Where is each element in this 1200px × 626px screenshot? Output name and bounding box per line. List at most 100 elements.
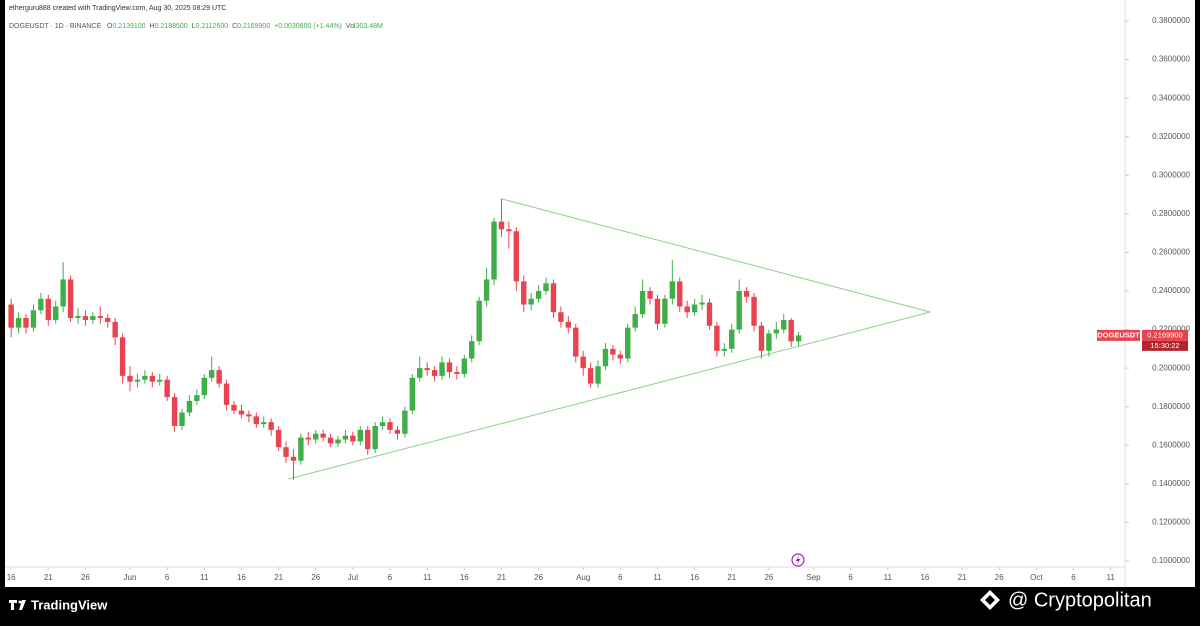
candle-body [543,283,549,292]
x-tick-label: 21 [497,573,506,582]
candle-body [431,370,438,376]
candle-body [67,279,74,319]
icon-bolt [795,556,801,564]
trendline [502,198,931,313]
candle-body [30,310,37,328]
ohlc-value: 0.2169900 [237,23,270,30]
tag-price-box [1142,329,1188,341]
candle-body [424,368,430,371]
candle-body [15,318,22,328]
candle-body [75,316,81,319]
candle-body [498,221,505,230]
symbol: DOGEUSDT · 1D · BINANCE [9,23,101,30]
candle-body [795,335,802,342]
x-tick-label: 21 [727,573,736,582]
candle-body [580,356,586,369]
candle-body [90,316,96,320]
candle-body [558,312,564,322]
x-tick-label: 11 [884,573,893,582]
candle-body [535,291,542,299]
candle-body [357,429,364,442]
candle-body [164,379,170,398]
candle-body [736,291,742,330]
candle-body [261,422,267,425]
x-tick-label: 11 [200,573,209,582]
candle-body [186,400,193,413]
candle-body [513,231,520,282]
logo-mark [19,600,26,610]
x-tick-label: Oct [1030,573,1043,582]
candle-body [684,306,690,313]
candle-body [387,422,393,430]
candle-body [105,318,111,322]
candle-body [283,447,289,457]
candle-body [550,283,557,313]
candle-body [97,316,103,319]
candle-body [201,377,207,396]
candle-body [268,422,274,430]
y-tick-label: 0.2400000 [1152,286,1190,295]
y-tick-label: 0.3400000 [1152,93,1190,102]
x-tick-label: 16 [460,573,469,582]
x-tick-label: 26 [534,573,543,582]
ohlc-value: 0.2139100 [112,23,145,30]
x-tick-label: 11 [423,573,432,582]
tag-countdown: 15:30:22 [1150,341,1179,350]
volume: 303.48M [356,23,383,30]
candle-body [521,281,527,305]
logo-mark [18,600,22,604]
candle-body [647,291,653,299]
candle-body [758,325,765,351]
y-tick-label: 0.3200000 [1152,132,1190,141]
candle-body [8,304,14,328]
candle-body [194,395,200,401]
candle-body [454,372,460,374]
candle-body [350,435,356,442]
candle-body [298,437,304,461]
candle-body [721,348,728,351]
candle-body [209,370,215,378]
brand: TradingView [31,597,108,612]
candle-body [335,439,341,444]
price-tag: DOGEUSDT 0.2169900 15:30:22 [1097,329,1188,351]
candle-body [53,306,59,320]
candle-body [506,229,512,232]
y-tick-label: 0.2600000 [1152,248,1190,257]
candle-body [394,429,401,434]
candle-body [417,368,423,378]
candle-body [231,404,237,411]
candle-body [602,348,609,367]
ohlc-key: L [192,23,196,30]
plot: 0.3800000 0.3600000 0.3400000 0.3200000 0.30… [7,16,1191,582]
ohlc-key: O [107,23,113,30]
candle-body [751,296,757,326]
x-tick-label: 16 [237,573,246,582]
candle-body [766,333,772,351]
candle-body [409,377,416,411]
candle-body [127,375,133,382]
candle-body [625,327,631,359]
legend-line: DOGEUSDT · 1D · BINANCE O0.2139100 H0.21… [9,23,383,30]
y-tick-label: 0.1000000 [1152,556,1190,565]
y-tick-label: 0.1800000 [1152,402,1190,411]
candle-body [476,300,482,342]
candle-body [313,433,319,440]
alert-icon [791,553,805,567]
x-tick-label: 21 [274,573,283,582]
candle-body [275,429,282,448]
x-tick-label: 16 [7,573,16,582]
ohlc-value: 0.2112600 [196,23,229,30]
candle-body [714,325,720,351]
y-tick-label: 0.3000000 [1152,170,1190,179]
candle-body [781,319,787,330]
chart-background [5,0,1195,587]
candle-body [238,410,245,415]
candle-body [320,433,326,438]
volume-key: Vol [346,23,356,30]
candle-body [565,321,572,328]
y-tick-label: 0.2200000 [1152,325,1190,334]
candle-body [639,291,646,315]
tag-price: 0.2169900 [1147,330,1182,339]
y-tick-label: 0.1600000 [1152,440,1190,449]
x-tick-label: 6 [1071,573,1076,582]
